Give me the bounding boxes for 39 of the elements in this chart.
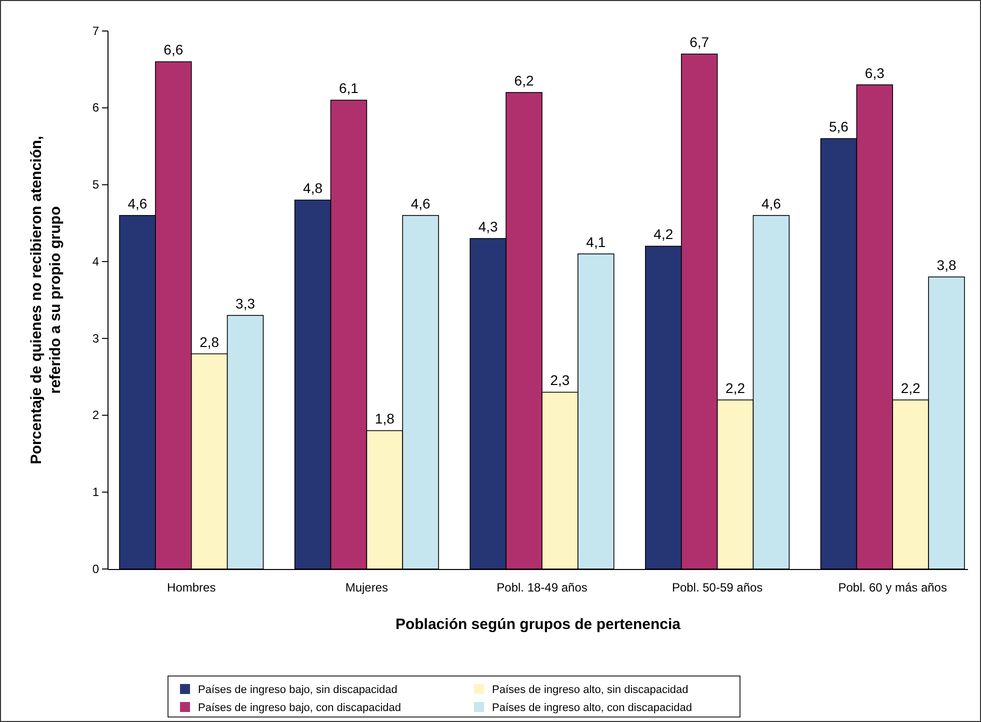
- data-label: 2,8: [200, 334, 220, 350]
- data-label: 1,8: [374, 410, 395, 427]
- data-label: 4,6: [761, 195, 782, 212]
- data-label: 2,2: [726, 380, 746, 396]
- y-tick-label: 7: [92, 24, 100, 38]
- data-label: 4,6: [410, 195, 431, 212]
- x-tick-label: Pobl. 18-49 años: [496, 580, 588, 595]
- data-label: 6,1: [338, 80, 359, 96]
- y-tick-label: 4: [92, 254, 100, 268]
- legend-label: Países de ingreso alto, con discapacidad: [492, 702, 692, 714]
- legend-label: Países de ingreso alto, sin discapacidad: [492, 684, 688, 696]
- data-label: 6,3: [864, 64, 885, 81]
- x-tick-label: Pobl. 50-59 años: [672, 580, 763, 595]
- data-label: 3,8: [936, 256, 956, 273]
- y-tick-label: 3: [92, 331, 100, 346]
- y-tick-label: 0: [92, 562, 100, 576]
- data-label: 3,3: [236, 295, 256, 312]
- data-label: 2,2: [900, 380, 921, 396]
- y-tick-label: 5: [92, 178, 100, 192]
- data-label: 6,6: [164, 42, 184, 58]
- data-label: 5,6: [828, 118, 849, 135]
- x-tick-label: Pobl. 60 y más años: [838, 580, 947, 595]
- data-label: 4,2: [654, 226, 674, 242]
- x-axis-title: Población según grupos de pertenencia: [395, 616, 682, 633]
- data-label: 6,2: [514, 72, 534, 88]
- x-tick-label: Mujeres: [345, 580, 388, 595]
- data-label: 6,7: [690, 34, 710, 50]
- legend-label: Países de ingreso bajo, con discapacidad: [198, 702, 402, 714]
- data-label: 2,3: [550, 372, 570, 388]
- y-tick-label: 1: [92, 484, 100, 499]
- y-tick-label: 6: [92, 100, 100, 115]
- x-tick-label: Hombres: [167, 580, 216, 595]
- data-label: 4,3: [478, 218, 498, 235]
- y-tick-label: 2: [92, 408, 100, 422]
- data-label: 4,1: [586, 234, 606, 250]
- data-label: 4,6: [128, 195, 148, 212]
- legend-label: Países de ingreso bajo, sin discapacidad: [198, 684, 398, 696]
- data-label: 4,8: [303, 180, 323, 196]
- y-axis-title: Porcentaje de quienes no recibieron atención, referido a su propio grupo: [28, 136, 64, 464]
